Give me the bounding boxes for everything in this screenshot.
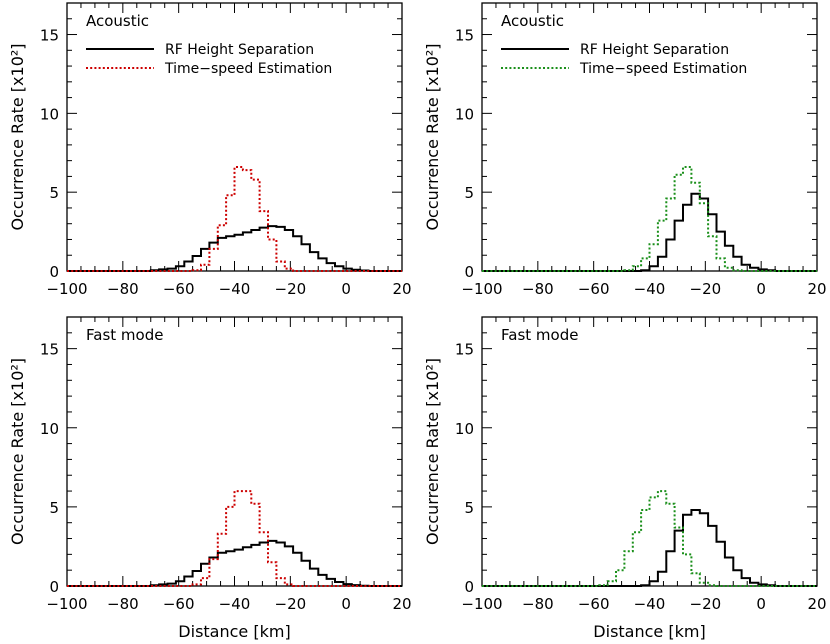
legend-entry: RF Height Separation xyxy=(580,42,729,58)
y-tick-label: 5 xyxy=(49,499,59,517)
y-axis-label: Occurrence Rate [x10²] xyxy=(8,358,27,545)
x-tick-label: −80 xyxy=(107,280,139,298)
x-tick-label: −20 xyxy=(275,595,307,613)
y-tick-label: 5 xyxy=(49,184,59,202)
x-axis-label: Distance [km] xyxy=(593,622,705,641)
legend: RF Height Separation Time−speed Estimatio… xyxy=(501,42,747,77)
x-tick-label: −80 xyxy=(107,595,139,613)
panel-label: Fast mode xyxy=(86,326,163,344)
y-tick-label: 0 xyxy=(49,263,59,281)
y-axis-label: Occurrence Rate [x10²] xyxy=(423,43,442,230)
y-tick-label: 5 xyxy=(464,499,474,517)
x-tick-label: −60 xyxy=(163,280,195,298)
y-tick-label: 0 xyxy=(49,578,59,596)
x-tick-label: −100 xyxy=(461,280,502,298)
y-tick-label: 15 xyxy=(40,27,59,45)
x-tick-label: 0 xyxy=(756,595,766,613)
series-rf-height-separation xyxy=(482,192,817,272)
panel-1: −100 −80 −60 −40 −20 0 20 0 5 10 15 Occurrence Rate… xyxy=(8,2,412,298)
y-tick-label: 15 xyxy=(40,341,59,359)
panel-3: −100 −80 −60 −40 −20 0 20 0 5 10 15 Occurrence Rate… xyxy=(8,316,412,641)
y-tick-label: 10 xyxy=(40,420,59,438)
panel-label: Fast mode xyxy=(501,326,578,344)
y-tick-label: 5 xyxy=(464,184,474,202)
series-time-speed-estimation xyxy=(67,490,402,587)
legend: RF Height Separation Time−speed Estimatio… xyxy=(86,42,332,77)
legend-entry: Time−speed Estimation xyxy=(579,61,747,77)
x-tick-label: −40 xyxy=(634,280,666,298)
x-tick-label: 0 xyxy=(341,595,351,613)
y-tick-label: 0 xyxy=(464,578,474,596)
x-tick-label: −60 xyxy=(163,595,195,613)
x-axis-label: Distance [km] xyxy=(178,622,290,641)
x-tick-label: 20 xyxy=(807,280,826,298)
x-tick-label: −20 xyxy=(275,280,307,298)
y-axis-label: Occurrence Rate [x10²] xyxy=(8,43,27,230)
panel-label: Acoustic xyxy=(501,12,564,30)
x-tick-label: −40 xyxy=(634,595,666,613)
x-tick-label: −60 xyxy=(578,280,610,298)
y-tick-label: 10 xyxy=(455,105,474,123)
panel-2: −100 −80 −60 −40 −20 0 20 0 5 10 15 Occurrence Rate… xyxy=(423,2,827,298)
y-tick-label: 10 xyxy=(455,420,474,438)
y-tick-label: 0 xyxy=(464,263,474,281)
panel-label: Acoustic xyxy=(86,12,149,30)
y-tick-label: 10 xyxy=(40,105,59,123)
x-tick-label: −80 xyxy=(522,280,554,298)
x-tick-label: −40 xyxy=(219,280,251,298)
x-tick-label: −80 xyxy=(522,595,554,613)
legend-entry: RF Height Separation xyxy=(165,42,314,58)
plot-frame xyxy=(481,316,818,587)
x-tick-label: 0 xyxy=(341,280,351,298)
plot-frame xyxy=(66,316,403,587)
x-tick-label: −100 xyxy=(461,595,502,613)
x-tick-label: −20 xyxy=(690,595,722,613)
y-tick-label: 15 xyxy=(455,341,474,359)
y-axis-label: Occurrence Rate [x10²] xyxy=(423,358,442,545)
x-tick-label: −100 xyxy=(46,280,87,298)
x-tick-label: 20 xyxy=(392,280,411,298)
x-tick-label: −60 xyxy=(578,595,610,613)
x-tick-label: −20 xyxy=(690,280,722,298)
series-time-speed-estimation xyxy=(482,166,817,272)
x-tick-label: 0 xyxy=(756,280,766,298)
y-tick-label: 15 xyxy=(455,27,474,45)
x-tick-label: −100 xyxy=(46,595,87,613)
x-tick-label: −40 xyxy=(219,595,251,613)
series-time-speed-estimation xyxy=(482,490,817,587)
x-tick-label: 20 xyxy=(392,595,411,613)
panel-4: −100 −80 −60 −40 −20 0 20 0 5 10 15 Occurrence Rate… xyxy=(423,316,827,641)
legend-entry: Time−speed Estimation xyxy=(164,61,332,77)
series-rf-height-separation xyxy=(482,509,817,587)
x-tick-label: 20 xyxy=(807,595,826,613)
series-time-speed-estimation xyxy=(67,166,402,272)
